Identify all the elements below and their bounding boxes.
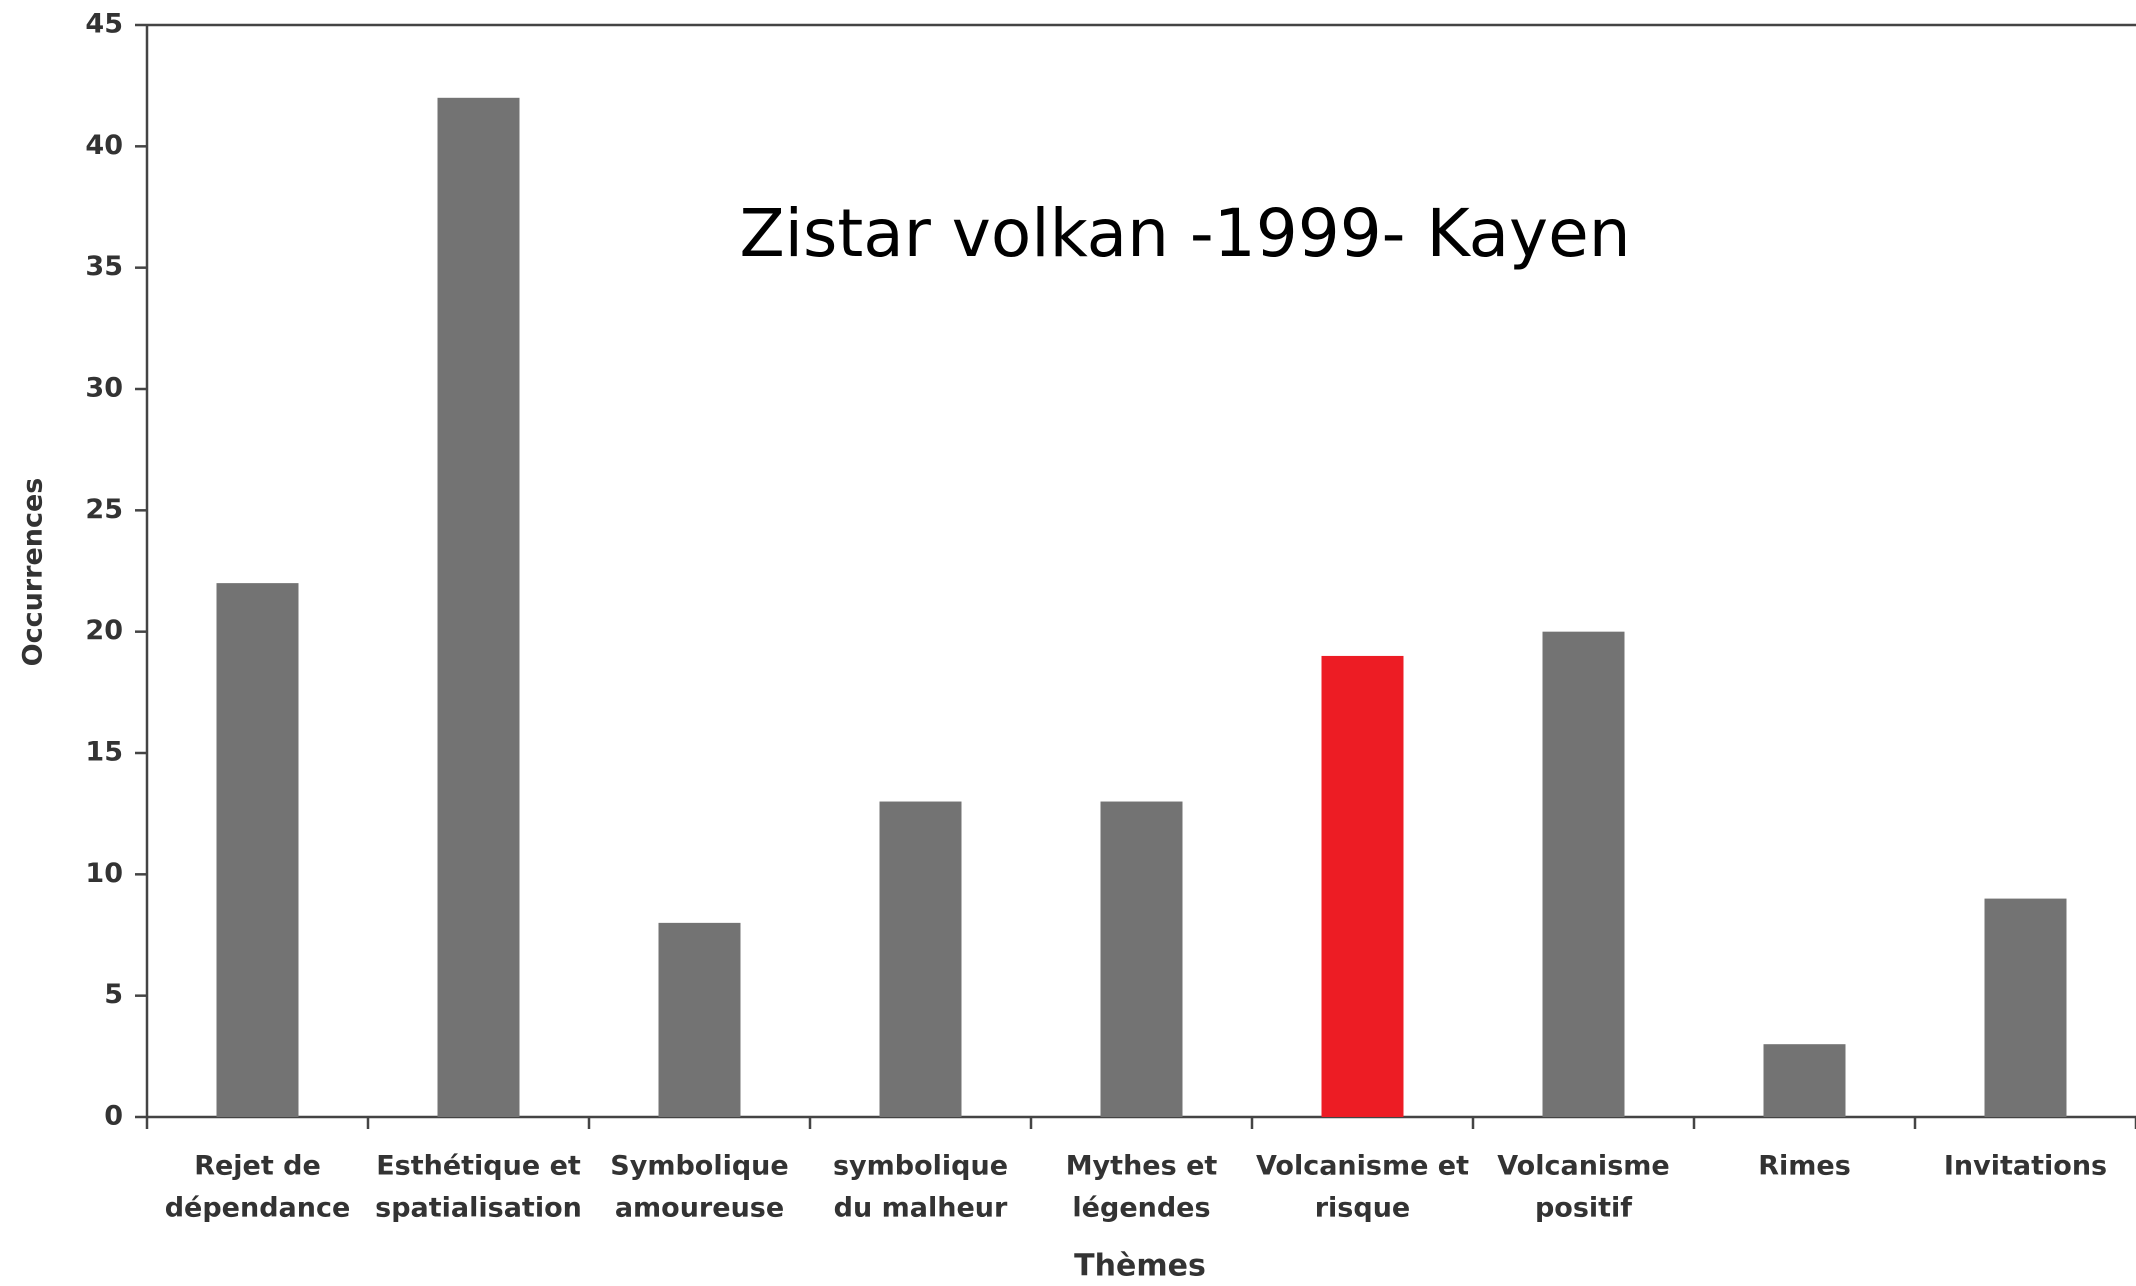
y-axis-label: Occurrences bbox=[18, 478, 49, 667]
bar bbox=[1984, 898, 2067, 1117]
y-tick-label: 5 bbox=[104, 979, 123, 1010]
y-tick-label: 30 bbox=[85, 373, 123, 404]
x-tick-label: Symbolique bbox=[610, 1151, 788, 1182]
bar bbox=[216, 583, 299, 1117]
bar bbox=[437, 97, 520, 1118]
x-tick-label: amoureuse bbox=[615, 1193, 784, 1224]
y-tick-label: 25 bbox=[85, 494, 123, 525]
x-tick-label: Invitations bbox=[1944, 1151, 2107, 1182]
y-tick-label: 10 bbox=[85, 858, 123, 889]
bar bbox=[1542, 631, 1625, 1117]
y-tick-label: 20 bbox=[85, 615, 123, 646]
x-tick-label: symbolique bbox=[833, 1151, 1008, 1182]
bar bbox=[658, 922, 741, 1117]
bar bbox=[1100, 801, 1183, 1117]
y-tick-label: 15 bbox=[85, 737, 123, 768]
x-tick-label: risque bbox=[1315, 1193, 1411, 1224]
x-tick-label: Rimes bbox=[1758, 1151, 1851, 1182]
x-tick-label: spatialisation bbox=[375, 1193, 582, 1224]
annotation: Zistar volkan -1999- Kayen bbox=[739, 195, 1630, 272]
y-tick-label: 45 bbox=[85, 9, 123, 40]
bar bbox=[1763, 1044, 1846, 1117]
bar bbox=[879, 801, 962, 1117]
x-tick-label: Volcanisme et bbox=[1256, 1151, 1469, 1182]
y-tick-label: 0 bbox=[104, 1101, 123, 1132]
x-tick-label: Rejet de bbox=[194, 1151, 321, 1182]
x-tick-label: légendes bbox=[1072, 1193, 1210, 1224]
x-tick-label: du malheur bbox=[834, 1193, 1008, 1224]
y-tick-label: 40 bbox=[85, 130, 123, 161]
bar bbox=[1321, 655, 1404, 1117]
x-axis-label: Thèmes bbox=[1074, 1249, 1206, 1284]
x-tick-label: Esthétique et bbox=[376, 1151, 581, 1182]
x-tick-label: Volcanisme bbox=[1497, 1151, 1669, 1182]
x-tick-label: Mythes et bbox=[1066, 1151, 1218, 1182]
x-tick-label: dépendance bbox=[165, 1193, 351, 1224]
y-tick-label: 35 bbox=[85, 251, 123, 282]
x-tick-label: positif bbox=[1535, 1193, 1632, 1224]
